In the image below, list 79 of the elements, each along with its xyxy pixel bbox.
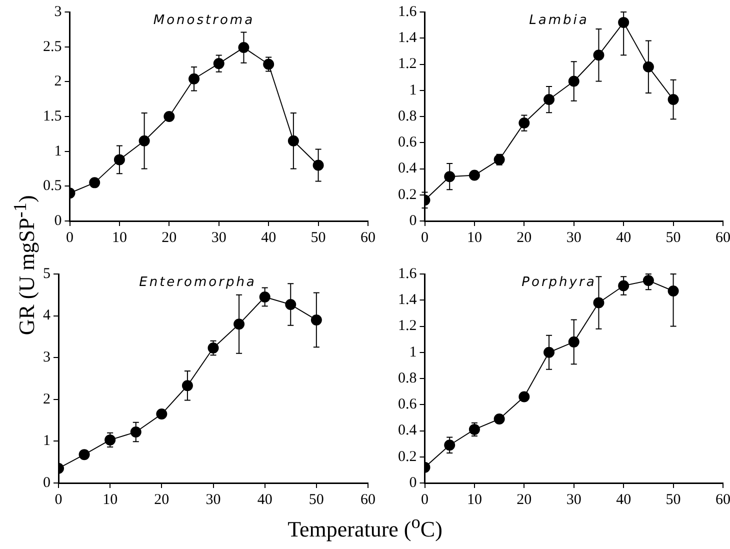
point [494,413,505,424]
point [188,73,200,84]
x-tick-label: 20 [516,230,532,246]
y-tick-label: 1 [409,344,417,360]
x-tick-label: 60 [716,230,730,246]
y-tick-label: 0.8 [398,108,417,124]
y-tick-label: 0.6 [398,134,418,151]
point [310,314,322,326]
point [78,449,90,460]
point [544,94,555,106]
x-tick-label: 60 [360,230,376,246]
x-tick-label: 40 [257,492,272,508]
x-tick-label: 30 [566,492,582,508]
y-tick-label: 2.5 [43,38,62,55]
x-tick-label: 40 [616,492,632,508]
point [164,111,175,122]
y-tick-label: 1.2 [398,56,417,72]
x-tick-label: 50 [666,230,681,246]
x-tick-label: 50 [308,492,324,508]
y-tick-label: 5 [43,266,50,282]
x-tick-label: 10 [466,492,482,508]
x-tick-label: 0 [66,230,74,246]
y-tick-label: 1.4 [398,292,418,308]
x-axis-title: Temperature ($^{o}$C) [286,512,444,542]
y-tick-label: 3 [54,4,62,20]
chart-title: Lambia [529,12,589,28]
y-tick-label: 0.6 [398,396,418,413]
point [444,171,456,182]
y-tick-label: 1.4 [398,30,418,46]
y-tick-label: 0 [43,474,50,491]
y-tick-label: 0.4 [398,160,418,177]
x-tick-label: 0 [421,230,428,246]
x-tick-label: 0 [421,492,428,508]
y-tick-label: 1 [409,82,417,98]
y-tick-label: 4 [43,308,51,324]
y-tick-label: 0.4 [398,422,418,439]
x-tick-label: 50 [666,492,681,508]
point [518,391,530,402]
point [618,16,630,28]
x-tick-label: 40 [261,230,276,246]
x-tick-label: 30 [211,230,226,246]
y-tick-label: 0.8 [398,370,417,386]
y-tick-label: 0 [409,474,417,491]
x-tick-label: 60 [716,492,730,508]
y-tick-label: 1.5 [43,108,62,124]
y-tick-label: 0.2 [398,186,417,203]
y-tick-label: 0.2 [398,448,417,465]
y-tick-label: 0.5 [43,178,62,194]
x-tick-label: 20 [154,492,170,508]
y-tick-label: 2 [43,391,50,408]
y-tick-label: 1 [43,433,50,450]
x-tick-label: 30 [206,492,221,508]
y-tick-label: 3 [43,350,50,366]
x-tick-label: 30 [566,230,582,246]
point [89,177,100,188]
point [468,170,480,181]
y-tick-label: 1.6 [398,4,418,20]
point [182,380,193,392]
point [156,408,168,420]
x-tick-label: 10 [102,492,118,508]
x-tick-label: 50 [310,230,326,246]
y-tick-label: 2 [54,74,62,90]
point [642,275,654,286]
x-tick-label: 10 [112,230,127,246]
y-tick-label: 1.2 [398,318,417,334]
y-tick-label: 1 [54,143,62,160]
x-tick-label: 20 [162,230,177,246]
y-tick-label: 0 [409,212,417,229]
x-tick-label: 40 [616,230,632,246]
y-tick-label: 0 [54,212,62,229]
chart-title: Monostroma [153,12,255,28]
x-tick-label: 20 [516,492,532,508]
point [104,434,116,446]
chart-title: Porphyra [522,274,596,290]
y-tick-label: 1.6 [398,266,418,282]
x-tick-label: 60 [360,492,376,508]
point [544,346,555,358]
chart-title: Enteromorpha [139,274,256,290]
x-tick-label: 10 [466,230,482,246]
